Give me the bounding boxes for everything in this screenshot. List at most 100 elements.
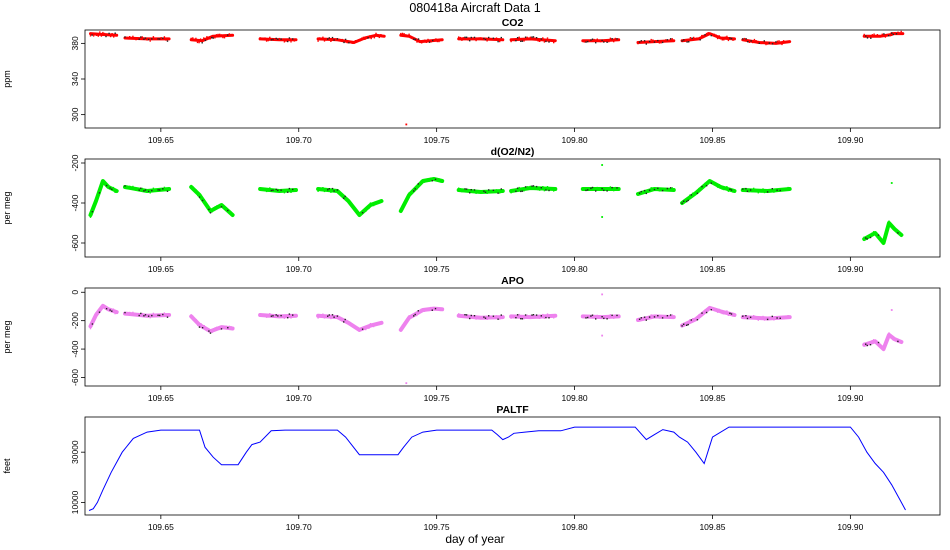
data-point xyxy=(510,40,512,43)
data-point xyxy=(166,190,169,192)
data-point xyxy=(539,40,541,42)
data-point xyxy=(751,190,753,193)
data-point xyxy=(693,36,695,39)
data-point xyxy=(376,202,378,205)
data-point xyxy=(273,38,276,40)
data-point xyxy=(427,38,429,41)
data-point xyxy=(283,317,286,319)
panel-group: CO2 ppm 109.65 109.70 109.75 109.80 109.85 109.… xyxy=(2,17,941,532)
data-point xyxy=(408,315,410,317)
data-point xyxy=(757,192,759,194)
data-point xyxy=(430,177,432,179)
data-point xyxy=(588,40,590,42)
data-point xyxy=(665,315,667,317)
data-point xyxy=(513,190,515,192)
data-point xyxy=(758,42,760,44)
data-point xyxy=(280,38,282,40)
data-point xyxy=(751,318,753,320)
data-point xyxy=(361,37,363,39)
data-point xyxy=(881,239,883,242)
data-point xyxy=(766,43,769,45)
data-point xyxy=(749,316,752,318)
data-point xyxy=(475,318,477,320)
x-tick-label: 109.85 xyxy=(699,135,725,145)
data-point xyxy=(107,186,110,188)
data-point xyxy=(340,39,342,41)
data-segment xyxy=(456,313,505,320)
data-point xyxy=(599,189,602,191)
data-point xyxy=(553,41,555,44)
data-point xyxy=(192,315,194,317)
data-point xyxy=(489,317,491,319)
data-point xyxy=(465,188,468,190)
data-point xyxy=(483,37,485,40)
data-point xyxy=(611,186,613,189)
data-point xyxy=(497,318,499,320)
data-point xyxy=(549,39,552,41)
data-point xyxy=(270,39,273,41)
data-point xyxy=(165,39,167,41)
data-point xyxy=(217,33,219,36)
data-segment xyxy=(509,185,558,194)
data-point xyxy=(681,40,683,42)
data-point xyxy=(698,37,700,40)
data-point xyxy=(95,312,97,314)
data-point xyxy=(331,314,334,316)
data-point xyxy=(779,42,782,45)
data-point xyxy=(873,33,875,35)
data-point xyxy=(707,309,709,311)
data-point xyxy=(209,212,212,214)
data-point xyxy=(346,322,348,324)
data-point xyxy=(135,315,137,317)
data-point xyxy=(899,340,901,342)
data-point xyxy=(211,331,213,333)
data-point xyxy=(473,189,476,191)
data-point-band xyxy=(862,332,904,352)
y-tick-label: 10000 xyxy=(70,490,80,514)
data-point xyxy=(663,315,665,317)
data-point xyxy=(643,40,646,42)
data-point xyxy=(745,38,747,40)
data-point xyxy=(897,31,899,33)
data-point xyxy=(699,187,702,189)
data-point xyxy=(545,189,547,191)
data-point xyxy=(130,313,132,316)
data-point-band xyxy=(862,221,904,245)
data-point xyxy=(405,321,407,323)
data-point xyxy=(349,41,352,43)
data-segment xyxy=(741,37,792,46)
data-point xyxy=(537,189,539,191)
data-point xyxy=(403,33,405,35)
data-point xyxy=(494,38,496,40)
data-point-band xyxy=(398,177,445,213)
data-point xyxy=(512,39,514,41)
data-point-band xyxy=(258,313,298,319)
data-point xyxy=(663,188,665,190)
plot-frame xyxy=(84,29,941,129)
data-point xyxy=(768,318,770,320)
data-point xyxy=(96,34,98,36)
data-point xyxy=(746,190,749,192)
data-point xyxy=(413,315,415,317)
data-point xyxy=(330,317,332,320)
data-point xyxy=(201,42,203,44)
data-point xyxy=(220,206,223,208)
data-point xyxy=(770,42,772,44)
data-point xyxy=(545,316,547,319)
data-point xyxy=(363,209,365,211)
data-point xyxy=(265,40,268,42)
data-point xyxy=(716,311,719,313)
data-point xyxy=(745,315,747,317)
data-point xyxy=(484,317,487,319)
data-point xyxy=(372,36,374,38)
data-point xyxy=(430,41,432,43)
data-point xyxy=(98,311,101,313)
data-point xyxy=(687,323,689,326)
data-point xyxy=(782,40,785,42)
data-point xyxy=(166,40,169,42)
data-point xyxy=(528,186,530,189)
x-tick-label: 109.85 xyxy=(699,393,725,403)
data-point xyxy=(465,314,468,316)
data-point xyxy=(413,190,415,192)
data-point xyxy=(197,324,199,326)
